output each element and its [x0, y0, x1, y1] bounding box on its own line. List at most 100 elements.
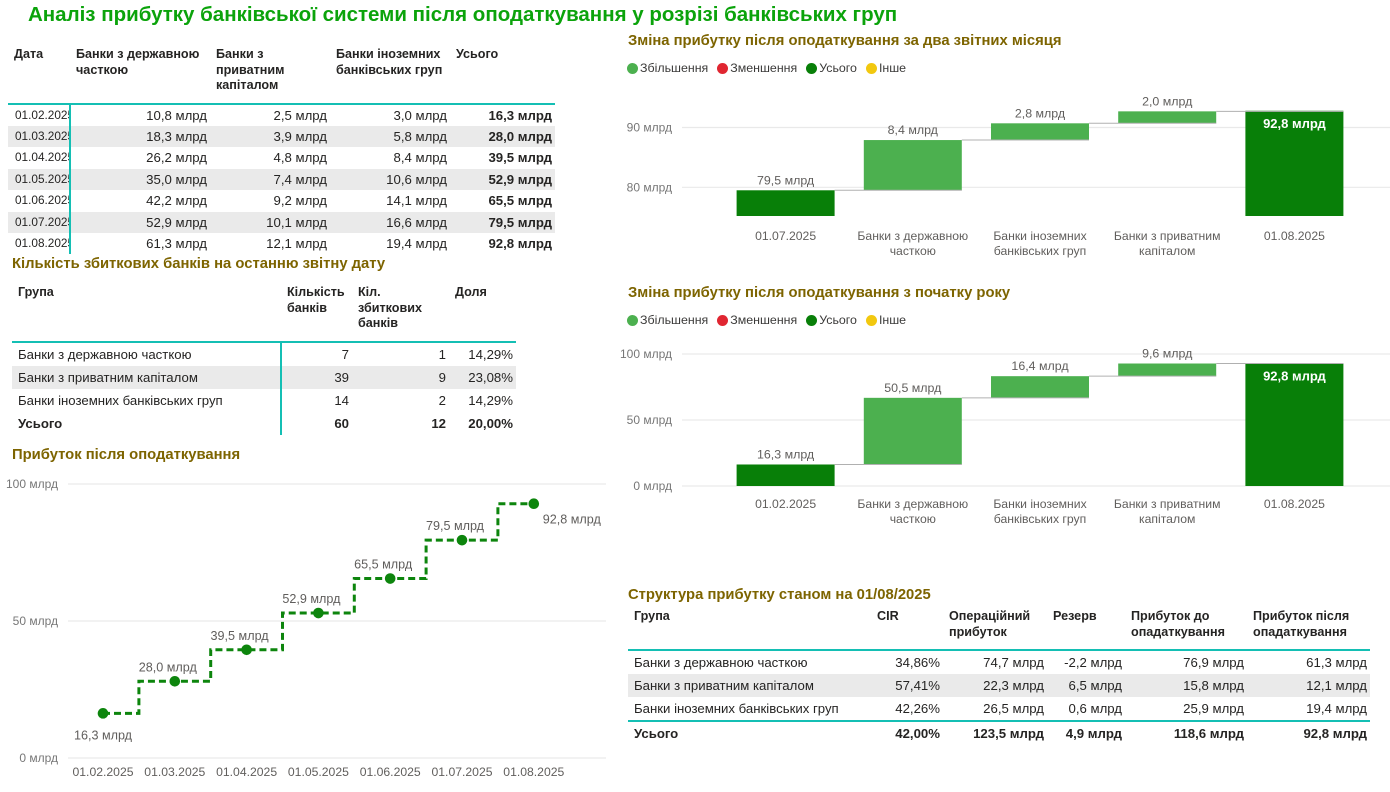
- legend-color-dot-icon: [717, 62, 729, 74]
- value-cell: 57,41%: [895, 678, 940, 693]
- data-point-marker[interactable]: [384, 573, 396, 584]
- column-header[interactable]: Група: [634, 609, 670, 623]
- value-cell: 5,8 млрд: [393, 128, 447, 144]
- legend-item[interactable]: Інше: [865, 313, 907, 327]
- row-label-cell: Усього: [12, 411, 282, 435]
- row-label-cell: 01.07.2025: [8, 211, 71, 233]
- column-header[interactable]: Банки іноземних банківських груп: [336, 47, 443, 77]
- waterfall-bar-increase[interactable]: [991, 123, 1089, 141]
- waterfall-bar-increase[interactable]: [1118, 111, 1217, 124]
- table-total-row[interactable]: Усього 42,00% 123,5 млрд 4,9 млрд 118,6 млрд…: [628, 721, 1370, 745]
- table-row[interactable]: 01.06.2025 42,2 млрд 9,2 млрд 14,1 млрд 65,5…: [8, 190, 555, 212]
- waterfall-bar-increase[interactable]: [1118, 363, 1217, 377]
- column-header[interactable]: Кіл. збиткових банків: [358, 285, 422, 330]
- legend-color-dot-icon: [717, 314, 729, 326]
- data-point-marker[interactable]: [456, 534, 468, 546]
- waterfall-2m-legend: Збільшення Зменшення Усього Інше: [627, 60, 906, 76]
- waterfall-bar-increase[interactable]: [863, 140, 962, 191]
- waterfall-bar-increase[interactable]: [991, 376, 1089, 398]
- waterfall-bar-total[interactable]: [736, 464, 835, 486]
- table-row[interactable]: 01.02.2025 10,8 млрд 2,5 млрд 3,0 млрд 16,3 …: [8, 103, 555, 126]
- data-point-marker[interactable]: [528, 498, 540, 510]
- table-row[interactable]: Банки з приватним капіталом 39 9 23,08%: [12, 365, 516, 389]
- table-row[interactable]: Банки з приватним капіталом 57,41% 22,3 мл…: [628, 674, 1370, 697]
- profit-by-group-table: Дата Банки з державною часткою Банки з при…: [8, 42, 555, 255]
- table-row[interactable]: Банки з державною часткою 7 1 14,29%: [12, 341, 516, 366]
- column-header[interactable]: Прибуток після опадаткування: [1253, 609, 1350, 639]
- value-cell: 92,8 млрд: [1303, 726, 1367, 741]
- column-header[interactable]: Дата: [14, 47, 44, 61]
- legend-item[interactable]: Усього: [806, 313, 857, 327]
- waterfall-bar-total[interactable]: [736, 190, 835, 216]
- value-cell: -2,2 млрд: [1064, 655, 1122, 670]
- table-row[interactable]: 01.07.2025 52,9 млрд 10,1 млрд 16,6 млрд 79,…: [8, 211, 555, 233]
- value-cell: 42,00%: [895, 726, 940, 741]
- waterfall-bar-increase[interactable]: [863, 397, 962, 465]
- y-axis-tick-label: 0 млрд: [633, 479, 672, 493]
- value-cell: 9,2 млрд: [273, 193, 327, 209]
- bar-value-label: 50,5 млрд: [884, 381, 942, 395]
- x-axis-tick-label: 01.04.2025: [216, 765, 277, 779]
- data-point-marker[interactable]: [313, 607, 324, 619]
- table-row[interactable]: 01.03.2025 18,3 млрд 3,9 млрд 5,8 млрд 28,0 …: [8, 125, 555, 148]
- waterfall-ytd-chart: 0 млрд 50 млрд 100 млрд 16,3 млрд 01.02.2025…: [620, 347, 1390, 526]
- table-total-row[interactable]: Усього 60 12 20,00%: [12, 411, 516, 435]
- value-cell: 2,5 млрд: [273, 107, 327, 123]
- column-header[interactable]: Доля: [455, 285, 487, 299]
- data-point-marker[interactable]: [97, 708, 109, 719]
- legend-item[interactable]: Збільшення: [627, 61, 708, 75]
- legend-item[interactable]: Збільшення: [627, 313, 708, 327]
- data-point-marker[interactable]: [241, 644, 252, 656]
- legend-item[interactable]: Інше: [865, 61, 907, 75]
- x-axis-tick-label: 01.02.2025: [73, 765, 134, 779]
- table-row[interactable]: 01.08.2025 61,3 млрд 12,1 млрд 19,4 млрд 92,…: [8, 232, 555, 255]
- row-label-cell: 01.03.2025: [8, 125, 71, 148]
- column-header[interactable]: Операційний прибуток: [949, 609, 1031, 639]
- legend-item[interactable]: Зменшення: [717, 313, 797, 327]
- point-value-label: 39,5 млрд: [211, 629, 270, 643]
- column-header[interactable]: Група: [18, 285, 54, 299]
- value-cell: 35,0 млрд: [146, 171, 207, 187]
- x-category-label: Банки іноземних банківських груп: [993, 229, 1086, 258]
- table-row[interactable]: Банки іноземних банківських груп 42,26% 26…: [628, 697, 1370, 721]
- column-header[interactable]: Банки з державною часткою: [76, 47, 200, 77]
- row-label-cell: 01.08.2025: [8, 232, 71, 255]
- column-header[interactable]: Резерв: [1053, 609, 1097, 623]
- x-category-label: Банки з приватним капіталом: [1114, 229, 1221, 258]
- legend-label: Інше: [878, 61, 907, 75]
- value-cell: 60: [334, 415, 349, 431]
- column-header[interactable]: Усього: [456, 47, 499, 61]
- legend-item[interactable]: Зменшення: [717, 61, 797, 75]
- table-row[interactable]: Банки з державною часткою 34,86% 74,7 млрд…: [628, 650, 1370, 674]
- column-header[interactable]: Банки з приватним капіталом: [216, 47, 285, 92]
- value-cell: 65,5 млрд: [488, 193, 552, 209]
- row-label-cell: Банки з державною часткою: [634, 655, 808, 670]
- data-point-marker[interactable]: [169, 675, 181, 687]
- column-header[interactable]: Прибуток до опадаткування: [1131, 609, 1225, 639]
- x-category-label: Банки з державною часткою: [857, 497, 968, 526]
- value-cell: 22,3 млрд: [983, 678, 1044, 693]
- value-cell: 18,3 млрд: [146, 128, 207, 144]
- column-header[interactable]: CIR: [877, 609, 899, 623]
- legend-label: Інше: [878, 313, 907, 327]
- x-axis-tick-label: 01.08.2025: [503, 765, 564, 779]
- table-row[interactable]: Банки іноземних банківських груп 14 2 14,29…: [12, 388, 516, 412]
- legend-item[interactable]: Усього: [806, 61, 857, 75]
- row-label-cell: 01.02.2025: [8, 103, 71, 126]
- legend-label: Збільшення: [640, 61, 709, 75]
- waterfall-bar-total[interactable]: [1245, 110, 1344, 216]
- structure-table-title: Структура прибутку станом на 01/08/2025: [628, 587, 931, 603]
- legend-color-dot-icon: [627, 62, 638, 74]
- loss-table-title: Кількість збиткових банків на останню зв…: [12, 256, 386, 272]
- table-row[interactable]: 01.04.2025 26,2 млрд 4,8 млрд 8,4 млрд 39,5 …: [8, 147, 555, 169]
- waterfall-bar-total[interactable]: [1245, 363, 1344, 486]
- x-category-label: 01.07.2025: [755, 229, 816, 243]
- column-header[interactable]: Кількість банків: [287, 285, 345, 315]
- point-value-label: 16,3 млрд: [74, 728, 133, 742]
- bar-value-label: 9,6 млрд: [1142, 347, 1193, 361]
- value-cell: 26,2 млрд: [146, 150, 207, 166]
- table-row[interactable]: 01.05.2025 35,0 млрд 7,4 млрд 10,6 млрд 52,9…: [8, 168, 555, 191]
- value-cell: 74,7 млрд: [983, 655, 1044, 670]
- value-cell: 76,9 млрд: [1183, 655, 1244, 670]
- value-cell: 61,3 млрд: [1306, 655, 1367, 670]
